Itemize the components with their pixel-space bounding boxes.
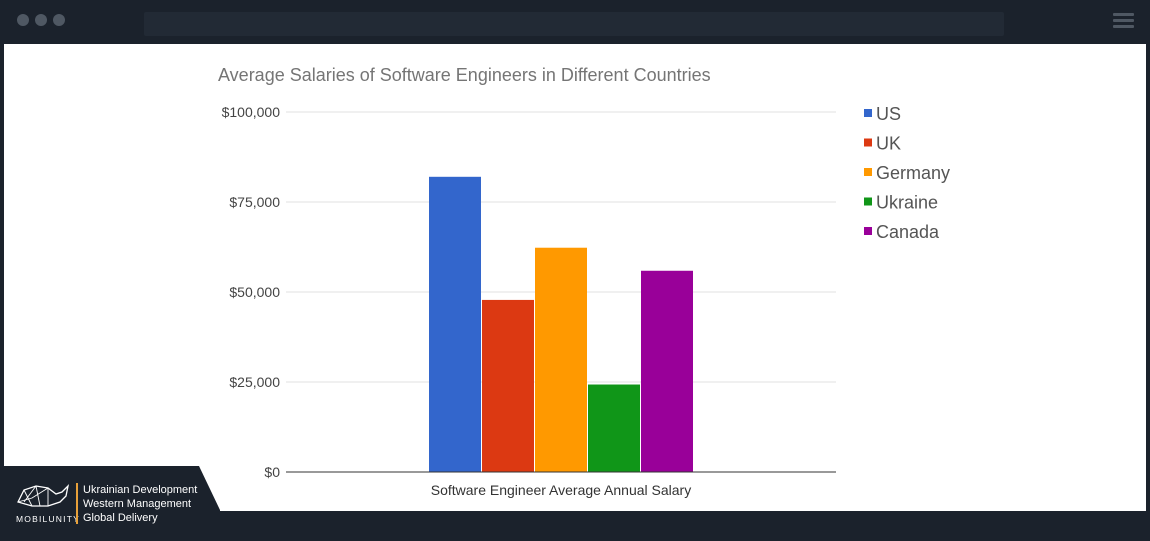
x-category-label: Software Engineer Average Annual Salary: [431, 482, 691, 498]
y-tick-label: $75,000: [229, 194, 280, 210]
y-tick-label: $100,000: [222, 104, 281, 120]
brand-separator: [76, 483, 78, 524]
bar-germany[interactable]: [535, 247, 587, 472]
legend-label: Ukraine: [876, 193, 938, 213]
brand-taglines: Ukrainian Development Western Management…: [83, 483, 197, 525]
minimize-dot-icon[interactable]: [35, 14, 47, 26]
close-dot-icon[interactable]: [17, 14, 29, 26]
bar-uk[interactable]: [482, 299, 534, 472]
y-tick-label: $0: [264, 464, 280, 480]
tagline-delivery: Global Delivery: [83, 512, 158, 524]
maximize-dot-icon[interactable]: [53, 14, 65, 26]
legend-label: Germany: [876, 163, 950, 183]
legend-swatch: [864, 168, 872, 176]
legend-label: UK: [876, 134, 901, 154]
window-controls: [17, 14, 65, 26]
legend-label: Canada: [876, 222, 940, 242]
chart-title: Average Salaries of Software Engineers i…: [218, 65, 711, 85]
bar-canada[interactable]: [641, 270, 693, 472]
y-tick-label: $50,000: [229, 284, 280, 300]
tagline-management: Western Management: [83, 498, 192, 510]
hamburger-menu-icon[interactable]: [1113, 13, 1134, 29]
legend-swatch: [864, 138, 872, 147]
legend-label: US: [876, 104, 901, 124]
tagline-development: Ukrainian Development: [83, 484, 198, 496]
brand-footer: MOBILUNITY Ukrainian Development Western…: [0, 466, 220, 541]
legend: US UK Germany Ukraine Canada: [864, 104, 950, 242]
y-tick-label: $25,000: [229, 374, 280, 390]
legend-swatch: [864, 197, 872, 206]
legend-swatch: [864, 227, 872, 235]
bar-chart: Average Salaries of Software Engineers i…: [218, 65, 950, 498]
brand-background: [0, 466, 220, 541]
bar-us[interactable]: [429, 176, 481, 473]
whale-logo-icon: [17, 484, 70, 507]
bars: [429, 176, 693, 473]
bar-ukraine[interactable]: [588, 384, 640, 472]
chart-panel: Average Salaries of Software Engineers i…: [4, 44, 1146, 511]
address-bar[interactable]: [144, 12, 1004, 36]
y-axis-ticks: $0 $25,000 $50,000 $75,000 $100,000: [222, 104, 281, 480]
brand-name: MOBILUNITY: [16, 514, 80, 524]
legend-swatch: [864, 109, 872, 117]
